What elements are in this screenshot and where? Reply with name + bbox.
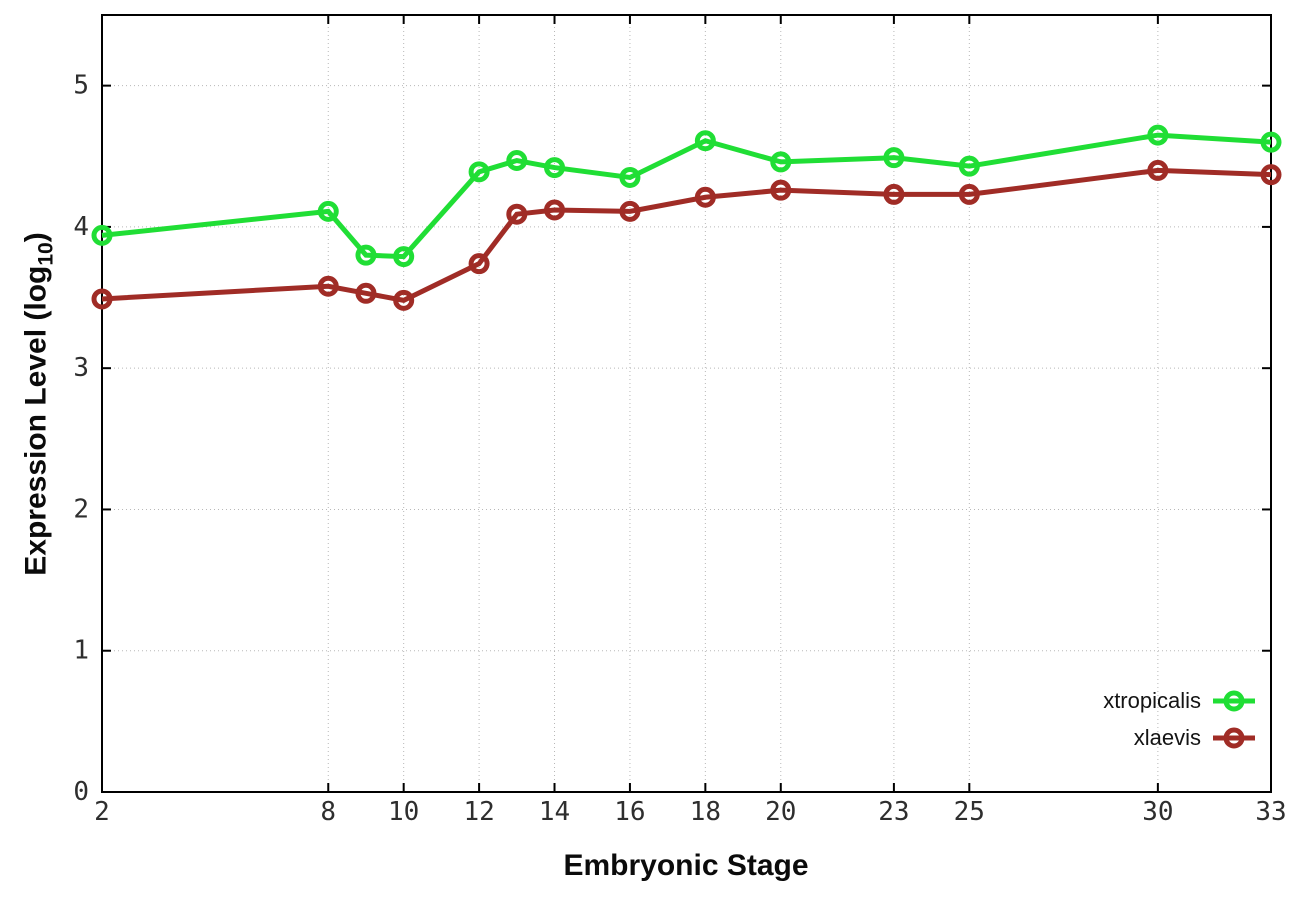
- data-point-xlaevis: [958, 183, 980, 205]
- legend: xtropicalis xlaevis: [1103, 682, 1257, 756]
- data-point-xtropicalis: [619, 166, 641, 188]
- data-point-xtropicalis: [1260, 131, 1282, 153]
- data-point-xtropicalis: [883, 147, 905, 169]
- data-point-xlaevis: [544, 199, 566, 221]
- legend-label: xlaevis: [1133, 724, 1201, 750]
- data-point-xlaevis: [393, 289, 415, 311]
- y-tick-label: 0: [73, 777, 89, 807]
- data-point-xlaevis: [317, 275, 339, 297]
- legend-item-xlaevis: xlaevis: [1103, 719, 1257, 756]
- x-tick-label: 18: [690, 797, 721, 827]
- series-line-xtropicalis: [101, 132, 1272, 260]
- x-tick-label: 30: [1142, 797, 1173, 827]
- y-axis-title-text: Expression Level (log: [19, 265, 53, 576]
- x-tick-label: 23: [878, 797, 909, 827]
- y-tick-label: 3: [73, 353, 89, 383]
- data-point-xtropicalis: [694, 130, 716, 152]
- data-point-xlaevis: [355, 282, 377, 304]
- line-circle-marker-icon: [1213, 690, 1255, 711]
- data-point-xtropicalis: [544, 157, 566, 179]
- x-tick-label: 20: [765, 797, 796, 827]
- data-point-xlaevis: [506, 203, 528, 225]
- series-line-xlaevis: [101, 167, 1272, 303]
- data-point-xtropicalis: [91, 224, 113, 246]
- y-tick-label: 2: [73, 494, 89, 524]
- data-point-xlaevis: [1147, 159, 1169, 181]
- data-point-xlaevis: [468, 253, 490, 275]
- data-point-xtropicalis: [393, 246, 415, 268]
- data-point-xtropicalis: [770, 151, 792, 173]
- data-point-xlaevis: [770, 179, 792, 201]
- y-tick-label: 4: [73, 212, 89, 242]
- legend-item-xtropicalis: xtropicalis: [1103, 682, 1257, 719]
- y-tick-label: 5: [73, 71, 89, 101]
- x-tick-label: 8: [320, 797, 336, 827]
- x-tick-label: 33: [1255, 797, 1286, 827]
- data-point-xlaevis: [694, 186, 716, 208]
- data-point-xtropicalis: [355, 244, 377, 266]
- data-point-xlaevis: [619, 200, 641, 222]
- data-point-xlaevis: [91, 288, 113, 310]
- x-axis-title: Embryonic Stage: [563, 849, 809, 882]
- legend-label: xtropicalis: [1103, 687, 1201, 713]
- data-point-xtropicalis: [506, 150, 528, 172]
- plot-border: [101, 14, 1272, 793]
- data-point-xtropicalis: [1147, 124, 1169, 146]
- x-tick-label: 16: [614, 797, 645, 827]
- y-axis-title-subscript: 10: [34, 242, 58, 266]
- data-point-xlaevis: [1260, 164, 1282, 186]
- x-tick-label: 2: [94, 797, 110, 827]
- y-axis-title-close: ): [19, 232, 53, 243]
- x-tick-label: 10: [388, 797, 419, 827]
- y-tick-label: 1: [73, 636, 89, 666]
- y-axis-title: Expression Level (log10): [20, 232, 59, 575]
- x-tick-label: 12: [463, 797, 494, 827]
- x-tick-label: 14: [539, 797, 570, 827]
- data-point-xtropicalis: [958, 155, 980, 177]
- data-point-xtropicalis: [468, 161, 490, 183]
- data-point-xlaevis: [883, 183, 905, 205]
- line-circle-marker-icon: [1213, 727, 1255, 748]
- data-point-xtropicalis: [317, 200, 339, 222]
- x-tick-label: 25: [954, 797, 985, 827]
